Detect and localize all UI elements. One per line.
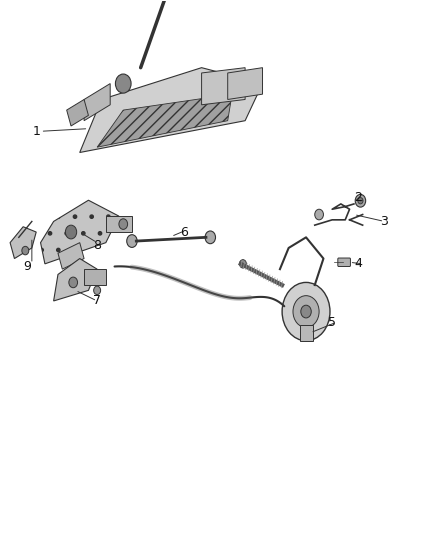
Polygon shape: [97, 94, 232, 147]
Circle shape: [116, 74, 131, 93]
Circle shape: [69, 277, 78, 288]
Polygon shape: [201, 68, 245, 105]
Circle shape: [355, 195, 366, 207]
Text: 1: 1: [32, 125, 40, 138]
Text: 8: 8: [93, 239, 101, 252]
Circle shape: [119, 219, 127, 229]
Polygon shape: [10, 227, 36, 259]
Circle shape: [22, 246, 29, 255]
Text: 5: 5: [328, 316, 336, 329]
Polygon shape: [84, 269, 106, 285]
Circle shape: [94, 286, 101, 295]
Text: 4: 4: [354, 257, 362, 270]
Polygon shape: [41, 200, 119, 264]
Circle shape: [282, 282, 330, 341]
Polygon shape: [80, 68, 262, 152]
Circle shape: [293, 296, 319, 327]
Circle shape: [301, 305, 311, 318]
Circle shape: [65, 225, 77, 239]
Circle shape: [358, 198, 363, 204]
Polygon shape: [67, 100, 88, 126]
FancyBboxPatch shape: [338, 258, 350, 266]
Text: 2: 2: [354, 191, 362, 204]
Polygon shape: [228, 68, 262, 100]
Polygon shape: [58, 243, 84, 269]
Polygon shape: [84, 84, 110, 120]
Text: 3: 3: [381, 215, 389, 228]
Text: 6: 6: [180, 225, 188, 239]
Circle shape: [127, 235, 137, 247]
Polygon shape: [300, 325, 313, 341]
Circle shape: [205, 231, 215, 244]
Circle shape: [240, 260, 247, 268]
Text: 9: 9: [24, 260, 32, 273]
Polygon shape: [106, 216, 132, 232]
Text: 7: 7: [93, 294, 101, 308]
Circle shape: [315, 209, 323, 220]
Polygon shape: [53, 259, 97, 301]
